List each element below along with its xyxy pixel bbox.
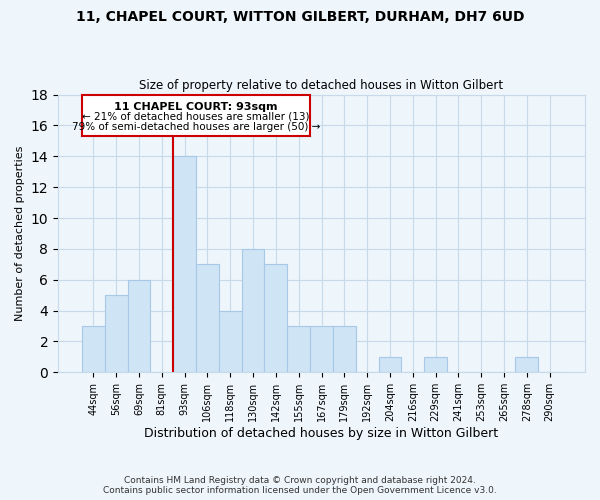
Bar — [128, 280, 151, 372]
Bar — [196, 264, 219, 372]
Text: ← 21% of detached houses are smaller (13): ← 21% of detached houses are smaller (13… — [82, 112, 310, 122]
Bar — [105, 295, 128, 372]
Bar — [333, 326, 356, 372]
Text: 79% of semi-detached houses are larger (50) →: 79% of semi-detached houses are larger (… — [72, 122, 320, 132]
Y-axis label: Number of detached properties: Number of detached properties — [15, 146, 25, 321]
Bar — [219, 310, 242, 372]
Title: Size of property relative to detached houses in Witton Gilbert: Size of property relative to detached ho… — [139, 79, 503, 92]
Bar — [310, 326, 333, 372]
X-axis label: Distribution of detached houses by size in Witton Gilbert: Distribution of detached houses by size … — [145, 427, 499, 440]
Bar — [287, 326, 310, 372]
Bar — [82, 326, 105, 372]
Text: Contains HM Land Registry data © Crown copyright and database right 2024.
Contai: Contains HM Land Registry data © Crown c… — [103, 476, 497, 495]
Bar — [515, 357, 538, 372]
Bar — [173, 156, 196, 372]
Bar — [242, 249, 265, 372]
Bar — [424, 357, 447, 372]
Bar — [379, 357, 401, 372]
Bar — [265, 264, 287, 372]
FancyBboxPatch shape — [82, 94, 310, 136]
Text: 11, CHAPEL COURT, WITTON GILBERT, DURHAM, DH7 6UD: 11, CHAPEL COURT, WITTON GILBERT, DURHAM… — [76, 10, 524, 24]
Text: 11 CHAPEL COURT: 93sqm: 11 CHAPEL COURT: 93sqm — [114, 102, 278, 112]
